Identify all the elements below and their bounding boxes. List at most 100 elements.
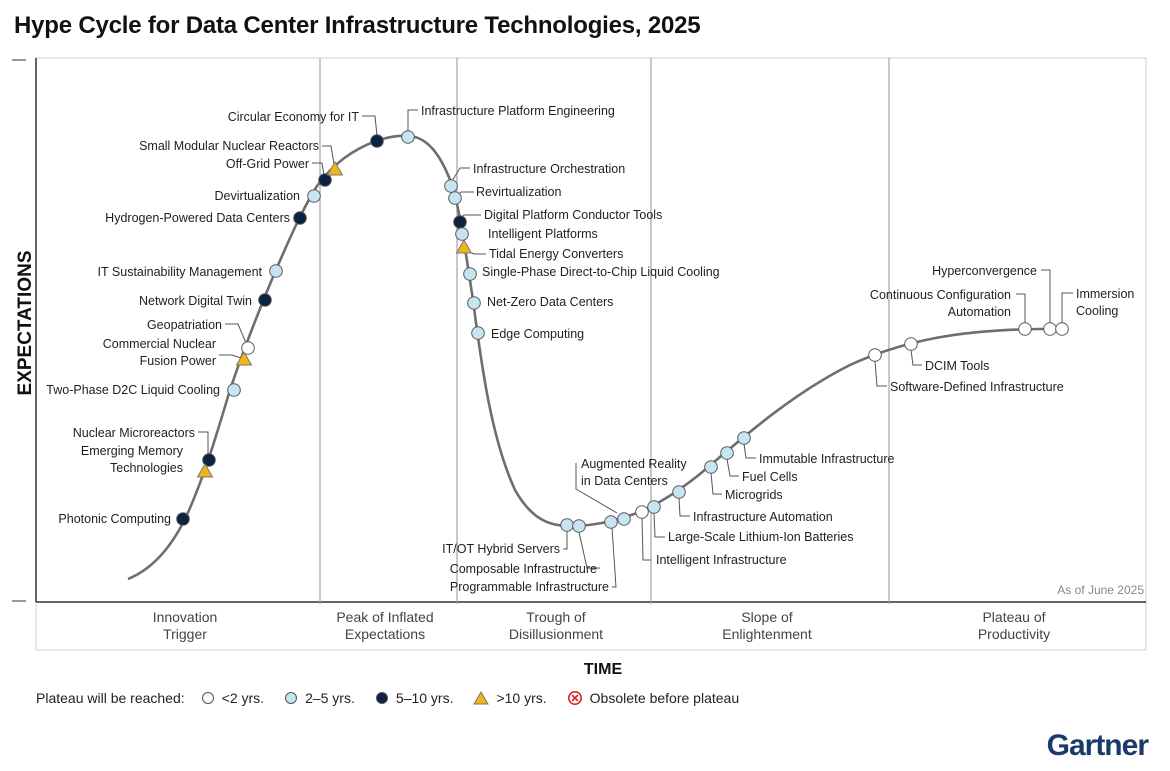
tech-marker-programmable-infrastructure (604, 515, 618, 529)
tech-label: Net-Zero Data Centers (487, 295, 613, 309)
leader-line (726, 458, 739, 477)
leader-line (1016, 293, 1026, 323)
tech-marker-dcim-tools (904, 337, 918, 351)
phase-label: Innovation Trigger (153, 609, 218, 642)
tech-label: DCIM Tools (925, 359, 989, 373)
legend-label: <2 yrs. (221, 690, 265, 706)
tech-marker-continuous-configuration-automation (1018, 322, 1032, 336)
tech-label: Two-Phase D2C Liquid Cooling (46, 383, 220, 397)
leader-line (1061, 292, 1073, 323)
tech-marker-geopatriation (241, 341, 255, 355)
technology-labels: Photonic Computing Nuclear Microreactors E… (46, 104, 1134, 594)
legend-item-obsolete: Obsolete before plateau (567, 690, 739, 706)
tech-marker-large-scale-lithium-ion-batteries (647, 500, 661, 514)
tech-label: Hyperconvergence (932, 264, 1037, 278)
leader-line (874, 360, 887, 387)
legend-item-gt10: >10 yrs. (473, 690, 547, 706)
tech-marker-intelligent-infrastructure (635, 505, 649, 519)
phase-label: Slope of Enlightenment (722, 609, 812, 642)
tech-label: Small Modular Nuclear Reactors (139, 139, 319, 153)
tech-label: Network Digital Twin (139, 294, 252, 308)
technology-markers (176, 130, 1069, 533)
leader-line (312, 162, 325, 176)
tech-marker-net-zero-data-centers (467, 296, 481, 310)
leader-line (563, 531, 568, 550)
legend-label: 5–10 yrs. (395, 690, 454, 706)
legend: Plateau will be reached: <2 yrs. 2–5 yrs… (36, 690, 759, 706)
tech-label: Off-Grid Power (226, 157, 309, 171)
tech-label: Geopatriation (147, 318, 222, 332)
gartner-logo: Gartner (1046, 729, 1149, 762)
tech-marker-infrastructure-platform-engineering (401, 130, 415, 144)
leader-line (322, 145, 335, 165)
tech-marker-off-grid-power (318, 173, 332, 187)
tech-marker-revirtualization (448, 191, 462, 205)
tech-marker-intelligent-platforms (455, 227, 469, 241)
tech-label: Emerging Memory Technologies (81, 444, 184, 475)
leader-lines (198, 109, 1073, 588)
white-circle-icon (201, 692, 214, 704)
tech-marker-commercial-nuclear-fusion-power (235, 350, 253, 366)
tech-marker-infrastructure-orchestration (444, 179, 458, 193)
tech-marker-composable-infrastructure (572, 519, 586, 533)
tech-label: Commercial Nuclear Fusion Power (103, 337, 216, 368)
phase-labels: Innovation Trigger Peak of Inflated Expecta… (153, 609, 1050, 642)
leader-line (910, 349, 922, 366)
legend-label: 2–5 yrs. (305, 690, 355, 706)
tech-label: Infrastructure Orchestration (473, 162, 625, 176)
as-of-note: As of June 2025 (1057, 583, 1144, 597)
leader-line (1041, 269, 1051, 323)
red-x-circle-icon (567, 691, 582, 705)
tech-label: Immersion Cooling (1076, 287, 1134, 318)
tech-marker-devirtualization (307, 189, 321, 203)
legend-label: >10 yrs. (496, 690, 547, 706)
tech-marker-software-defined-infrastructure (868, 348, 882, 362)
tech-label: Infrastructure Automation (693, 510, 833, 524)
leader-line (451, 167, 470, 182)
tech-marker-hyperconvergence (1043, 322, 1057, 336)
tech-marker-it-sustainability-management (269, 264, 283, 278)
tech-label: IT Sustainability Management (98, 265, 263, 279)
leader-line (362, 115, 378, 137)
tech-marker-immutable-infrastructure (737, 431, 751, 445)
tech-label: Immutable Infrastructure (759, 452, 895, 466)
legend-item-lt2: <2 yrs. (201, 690, 264, 706)
tech-label: Composable Infrastructure (450, 562, 597, 576)
tech-label: Circular Economy for IT (228, 110, 360, 124)
tech-label: Devirtualization (215, 189, 301, 203)
leader-line (575, 463, 618, 514)
leader-line (225, 323, 247, 344)
tech-marker-infrastructure-automation (672, 485, 686, 499)
chart-title: Hype Cycle for Data Center Infrastructur… (14, 12, 701, 39)
tech-label: Intelligent Infrastructure (656, 553, 787, 567)
tech-label: Augmented Reality in Data Centers (581, 457, 687, 488)
tech-marker-circular-economy-for-it (370, 134, 384, 148)
leader-line (710, 472, 722, 495)
tech-marker-two-phase-d2c-liquid-cooling (227, 383, 241, 397)
tech-label: Single-Phase Direct-to-Chip Liquid Cooli… (482, 265, 720, 279)
leader-line (198, 431, 209, 456)
tech-marker-immersion-cooling (1055, 322, 1069, 336)
tech-label: Photonic Computing (58, 512, 171, 526)
tech-label: Software-Defined Infrastructure (890, 380, 1064, 394)
phase-label: Plateau of Productivity (978, 609, 1050, 642)
light-blue-circle-icon (285, 692, 298, 704)
tech-marker-small-modular-nuclear-reactors (326, 160, 344, 176)
tech-label: Infrastructure Platform Engineering (421, 104, 615, 118)
leader-line (743, 443, 756, 459)
y-axis-title: EXPECTATIONS (15, 251, 36, 396)
yellow-triangle-icon (473, 691, 490, 705)
tech-marker-nuclear-microreactors (202, 453, 216, 467)
tech-marker-hydrogen-powered-data-centers (293, 211, 307, 225)
phase-label: Trough of Disillusionment (509, 609, 603, 642)
tech-marker-tidal-energy-converters (455, 238, 473, 254)
leader-line (678, 497, 690, 517)
leader-line (611, 527, 617, 588)
leader-line (219, 354, 242, 359)
tech-marker-augmented-reality-in-data-centers (617, 512, 631, 526)
leader-line (578, 531, 600, 569)
tech-marker-single-phase-direct-to-chip-liquid-cooling (463, 267, 477, 281)
legend-item-5to10: 5–10 yrs. (375, 690, 454, 706)
tech-label: Digital Platform Conductor Tools (484, 208, 662, 222)
